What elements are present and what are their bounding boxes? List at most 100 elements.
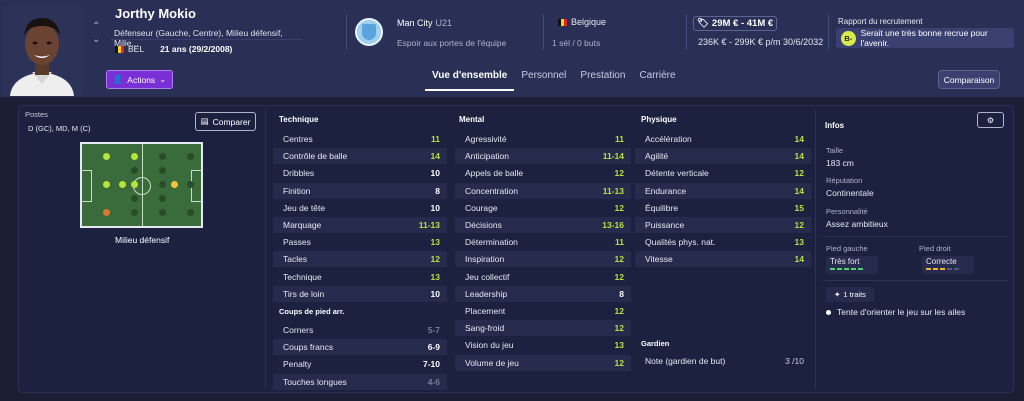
- previous-player-arrow-icon[interactable]: ⌃: [92, 21, 101, 32]
- profile-tabs: Vue d'ensemble Personnel Prestation Carr…: [425, 66, 683, 91]
- attribute-row[interactable]: Coups francs 6-9: [273, 339, 447, 356]
- attribute-value: 12: [614, 357, 624, 368]
- attribute-value: 11: [431, 134, 440, 144]
- attribute-row[interactable]: Agilité 14: [635, 148, 811, 165]
- attribute-row[interactable]: Touches longues 4-6: [273, 373, 447, 390]
- attribute-label: Détermination: [465, 237, 518, 248]
- header-divider: [346, 14, 347, 50]
- attribute-value: 11: [615, 134, 624, 144]
- attribute-row[interactable]: Décisions 13-16: [455, 217, 631, 233]
- attribute-row[interactable]: Agressivité 11: [455, 131, 631, 147]
- position-dot: [186, 152, 194, 160]
- attribute-row[interactable]: Accélération 14: [635, 131, 811, 147]
- club-logo-icon[interactable]: [355, 18, 383, 46]
- tab-overview[interactable]: Vue d'ensemble: [425, 66, 515, 91]
- attribute-row[interactable]: Contrôle de balle 14: [273, 148, 447, 165]
- attribute-value: 12: [614, 323, 624, 334]
- header-divider: [686, 14, 687, 50]
- attribute-label: Coups francs: [283, 342, 334, 353]
- attribute-value: 7-10: [422, 359, 440, 370]
- club-name[interactable]: Man City U21: [397, 18, 453, 28]
- player-name: Jorthy Mokio: [115, 6, 196, 21]
- attribute-value: 12: [614, 254, 624, 265]
- bullet-icon: [826, 309, 831, 315]
- player-positions[interactable]: Défenseur (Gauche, Centre), Milieu défen…: [110, 25, 302, 48]
- attribute-row[interactable]: Détermination 11: [455, 234, 631, 250]
- attribute-row[interactable]: Appels de balle 12: [455, 165, 631, 181]
- traits-badge[interactable]: ✦ 1 traits: [826, 287, 874, 302]
- attribute-row[interactable]: Qualités phys. nat. 13: [635, 234, 811, 250]
- attribute-row[interactable]: Leadership 8: [455, 285, 631, 302]
- attribute-row[interactable]: Sang-froid 12: [455, 320, 631, 337]
- attribute-value: 12: [794, 220, 804, 230]
- attribute-row[interactable]: Courage 12: [455, 200, 631, 216]
- attribute-row[interactable]: Placement 12: [455, 303, 631, 319]
- attribute-value: 13: [614, 340, 624, 351]
- attribute-row[interactable]: Jeu de tête 10: [273, 200, 447, 216]
- comparison-button[interactable]: Comparaison: [938, 70, 1000, 89]
- attribute-label: Endurance: [645, 185, 687, 196]
- tab-performance[interactable]: Prestation: [580, 70, 626, 81]
- positions-label: Postes: [25, 110, 48, 119]
- attribute-row[interactable]: Vitesse 14: [635, 251, 811, 268]
- attribute-label: Jeu de tête: [283, 202, 326, 213]
- attribute-row[interactable]: Dribbles 10: [273, 165, 447, 181]
- attribute-label: Touches longues: [283, 376, 347, 387]
- attribute-row[interactable]: Jeu collectif 12: [455, 269, 631, 285]
- attribute-row[interactable]: Technique 13: [273, 269, 447, 285]
- attribute-value: 11-13: [602, 185, 624, 196]
- tab-personal[interactable]: Personnel: [521, 70, 567, 81]
- price-tag-icon: 🏷: [696, 18, 709, 29]
- attribute-value: 14: [794, 151, 804, 162]
- attribute-row[interactable]: Concentration 11-13: [455, 182, 631, 199]
- attribute-row[interactable]: Finition 8: [273, 182, 447, 199]
- actions-button[interactable]: 👤 Actions ⌄: [106, 70, 173, 89]
- national-team[interactable]: Belgique: [558, 17, 606, 27]
- next-player-arrow-icon[interactable]: ⌄: [92, 34, 101, 45]
- set-pieces-heading: Coups de pied arr.: [279, 307, 345, 316]
- attribute-row[interactable]: Corners 5-7: [273, 322, 447, 338]
- attribute-value: 12: [614, 271, 624, 282]
- infos-heading: Infos: [825, 121, 845, 130]
- tab-career[interactable]: Carrière: [639, 70, 676, 81]
- sparkle-icon: ✦: [834, 290, 841, 299]
- column-divider: [815, 110, 816, 388]
- attribute-row[interactable]: Vision du jeu 13: [455, 337, 631, 353]
- attribute-row[interactable]: Tirs de loin 10: [273, 285, 447, 302]
- attribute-row[interactable]: Endurance 14: [635, 182, 811, 199]
- reputation-value: Continentale: [826, 188, 874, 198]
- chevron-down-icon: ⌄: [159, 74, 167, 84]
- attribute-row[interactable]: Marquage 11-13: [273, 217, 447, 233]
- attribute-row[interactable]: Centres 11: [273, 131, 447, 147]
- attribute-value: 5-7: [427, 325, 440, 335]
- goalkeeper-rating-row[interactable]: Note (gardien de but) 3 /10: [645, 356, 804, 366]
- attribute-row[interactable]: Détente verticale 12: [635, 165, 811, 181]
- attribute-value: 10: [430, 288, 440, 299]
- attribute-row[interactable]: Équilibre 15: [635, 200, 811, 216]
- attribute-label: Placement: [465, 306, 506, 316]
- goalkeeper-heading: Gardien: [641, 339, 670, 348]
- compare-button[interactable]: ▤ Comparer: [195, 112, 256, 131]
- technique-heading: Technique: [279, 115, 319, 124]
- attribute-row[interactable]: Penalty 7-10: [273, 356, 447, 372]
- attribute-row[interactable]: Puissance 12: [635, 217, 811, 233]
- attribute-label: Inspiration: [465, 254, 505, 265]
- position-dot: [158, 208, 166, 216]
- attribute-value: 14: [794, 254, 804, 265]
- attribute-label: Détente verticale: [645, 168, 709, 179]
- attribute-row[interactable]: Passes 13: [273, 234, 447, 250]
- attribute-row[interactable]: Volume de jeu 12: [455, 354, 631, 371]
- attribute-row[interactable]: Tacles 12: [273, 251, 447, 268]
- attribute-label: Penalty: [283, 359, 312, 370]
- attribute-value: 12: [614, 306, 624, 316]
- attribute-row[interactable]: Inspiration 12: [455, 251, 631, 268]
- attribute-row[interactable]: Anticipation 11-14: [455, 148, 631, 165]
- attribute-label: Sang-froid: [465, 323, 505, 334]
- scout-report[interactable]: B- Serait une très bonne recrue pour l'a…: [836, 28, 1014, 48]
- settings-icon[interactable]: ⚙: [977, 112, 1004, 128]
- position-dot: [186, 180, 194, 188]
- position-dot: [158, 180, 166, 188]
- position-pitch[interactable]: [80, 142, 203, 228]
- physique-heading: Physique: [641, 115, 677, 124]
